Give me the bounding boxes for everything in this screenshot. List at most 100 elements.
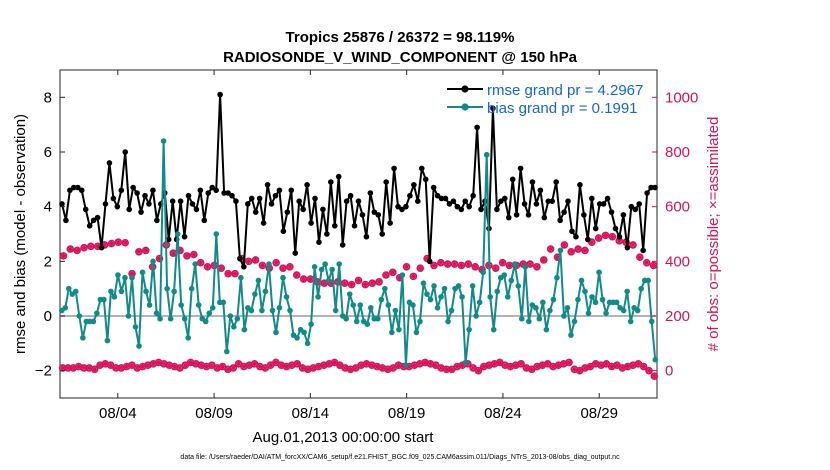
rmse-point (470, 192, 476, 199)
obs-assimilated-marker (240, 363, 248, 370)
bias-point (322, 261, 328, 267)
obs-assimilated-marker (480, 363, 487, 370)
rmse-point (126, 206, 132, 213)
rmse-point (541, 214, 548, 221)
obs-assimilated-marker (597, 362, 605, 369)
bias-point (301, 329, 307, 336)
obs-assimilated-marker (576, 367, 583, 374)
obs-assimilated-marker (294, 360, 301, 368)
bias-point (638, 285, 644, 292)
obs-assimilated-marker (609, 233, 616, 240)
obs-assimilated-marker (341, 364, 349, 372)
rmse-point (292, 250, 299, 256)
rmse-point (644, 190, 650, 196)
obs-assimilated-marker (512, 362, 519, 369)
rmse-point (379, 231, 386, 237)
rmse-point (248, 195, 255, 202)
obs-assimilated-marker (362, 281, 369, 288)
y2-tick-label: 200 (665, 308, 690, 325)
obs-assimilated-marker (293, 271, 300, 279)
bias-point (157, 315, 163, 322)
legend-rmse-marker (461, 85, 469, 93)
rmse-point (434, 192, 441, 199)
bias-point (94, 310, 100, 317)
y-tick-label: 4 (44, 199, 52, 216)
obs-assimilated-marker (166, 362, 173, 369)
rmse-point (458, 206, 465, 213)
bias-point (136, 343, 142, 349)
bias-point (410, 302, 416, 308)
obs-assimilated-marker (368, 362, 376, 369)
rmse-point (138, 209, 144, 215)
bias-point (652, 356, 659, 363)
obs-assimilated-marker (171, 363, 178, 370)
obs-assimilated-marker (506, 262, 513, 269)
obs-assimilated-marker (507, 363, 514, 370)
bias-point (125, 313, 132, 319)
bias-point (603, 310, 609, 317)
obs-assimilated-marker (492, 264, 499, 272)
bias-point (220, 299, 227, 306)
bias-point (582, 288, 588, 295)
obs-assimilated-marker (352, 364, 360, 372)
obs-assimilated-marker (369, 280, 376, 287)
obs-assimilated-marker (176, 247, 184, 254)
obs-assimilated-marker (379, 364, 386, 372)
obs-assimilated-marker (624, 363, 631, 370)
rmse-point (403, 203, 409, 210)
obs-assimilated-marker (307, 275, 314, 283)
bias-point (561, 313, 567, 319)
obs-assimilated-marker (331, 359, 338, 366)
obs-assimilated-marker (539, 362, 546, 369)
rmse-point (351, 223, 358, 229)
obs-assimilated-marker (108, 240, 115, 247)
obs-assimilated-marker (256, 363, 264, 370)
obs-assimilated-marker (451, 260, 458, 268)
rmse-point (312, 195, 318, 202)
rmse-point (233, 198, 239, 204)
obs-assimilated-marker (218, 264, 225, 272)
obs-assimilated-marker (471, 263, 479, 270)
bias-point (132, 324, 139, 330)
bias-point (329, 266, 335, 273)
obs-assimilated-marker (640, 363, 647, 370)
rmse-point (288, 187, 295, 194)
obs-assimilated-marker (382, 271, 390, 279)
rmse-point (355, 198, 362, 204)
rmse-point (652, 184, 658, 191)
bias-point (325, 277, 332, 284)
obs-assimilated-marker (197, 259, 204, 266)
bias-point (164, 285, 170, 292)
bias-point (403, 362, 409, 369)
bias-point (255, 277, 262, 284)
y2-tick-label: 800 (665, 144, 690, 161)
bias-point (575, 296, 581, 303)
rmse-point (130, 184, 136, 191)
rmse-point (490, 105, 496, 112)
obs-assimilated-marker (549, 363, 557, 370)
bias-point (613, 299, 620, 306)
bias-point (413, 329, 420, 336)
rmse-point (241, 264, 247, 270)
rmse-point (411, 182, 417, 188)
rmse-point (256, 195, 263, 202)
bias-point (294, 335, 300, 341)
bias-point (76, 313, 83, 319)
bias-point (424, 291, 430, 297)
bias-point (462, 359, 469, 366)
obs-assimilated-marker (528, 366, 535, 373)
bias-point (543, 326, 550, 333)
obs-assimilated-marker (107, 362, 114, 369)
obs-assimilated-marker (224, 270, 232, 277)
obs-assimilated-marker (416, 360, 423, 368)
obs-assimilated-marker (94, 243, 101, 250)
bias-point (420, 280, 427, 287)
bias-point (396, 326, 402, 333)
obs-assimilated-marker (635, 360, 642, 368)
bias-point (315, 294, 321, 300)
obs-assimilated-marker (252, 256, 259, 264)
bias-point (227, 313, 234, 319)
bias-point (385, 302, 392, 308)
obs-assimilated-marker (619, 364, 626, 372)
rmse-point (165, 236, 172, 243)
